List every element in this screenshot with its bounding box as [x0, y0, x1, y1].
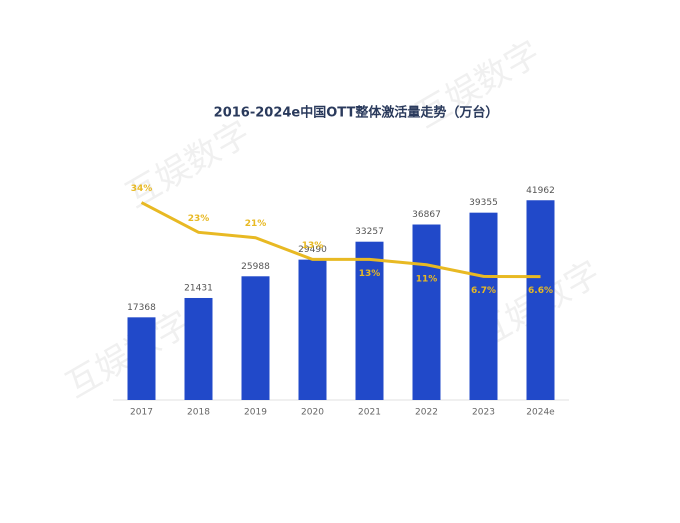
- line-value-label: 34%: [131, 184, 153, 194]
- bar-value-label: 17368: [127, 303, 156, 313]
- bar: [127, 317, 156, 400]
- x-tick-label: 2019: [244, 408, 267, 418]
- x-tick-label: 2021: [358, 408, 381, 418]
- watermark: 互娱数字: [119, 113, 257, 216]
- x-tick-label: 2023: [472, 408, 495, 418]
- bar-value-label: 41962: [526, 186, 555, 196]
- bar-value-label: 25988: [241, 262, 270, 272]
- bar-value-label: 21431: [184, 283, 213, 293]
- line: [140, 201, 541, 279]
- chart-title: 2016-2024e中国OTT整体激活量走势（万台）: [214, 105, 499, 121]
- line-value-label: 6.6%: [528, 286, 553, 296]
- bar: [412, 224, 441, 400]
- bar: [526, 200, 555, 400]
- line-value-label: 23%: [188, 214, 210, 224]
- bar-value-label: 36867: [412, 210, 441, 220]
- watermark: 互娱数字: [409, 33, 547, 136]
- x-tick-label: 2018: [187, 408, 210, 418]
- bar-value-label: 39355: [469, 198, 498, 208]
- line-value-label: 21%: [245, 219, 267, 229]
- bar-value-label: 33257: [355, 227, 384, 237]
- x-tick-label: 2017: [130, 408, 153, 418]
- bar: [241, 276, 270, 400]
- bar: [184, 297, 213, 400]
- bar: [469, 212, 498, 400]
- bar: [298, 259, 327, 400]
- bar: [355, 241, 384, 400]
- line-value-label: 13%: [302, 241, 324, 251]
- bar-value-label: 29490: [298, 245, 327, 255]
- line-value-label: 13%: [359, 269, 381, 279]
- line-value-label: 11%: [416, 274, 438, 284]
- line-value-label: 6.7%: [471, 286, 496, 296]
- x-tick-label: 2022: [415, 408, 438, 418]
- x-tick-label: 2020: [301, 408, 324, 418]
- x-tick-label: 2024e: [526, 408, 555, 418]
